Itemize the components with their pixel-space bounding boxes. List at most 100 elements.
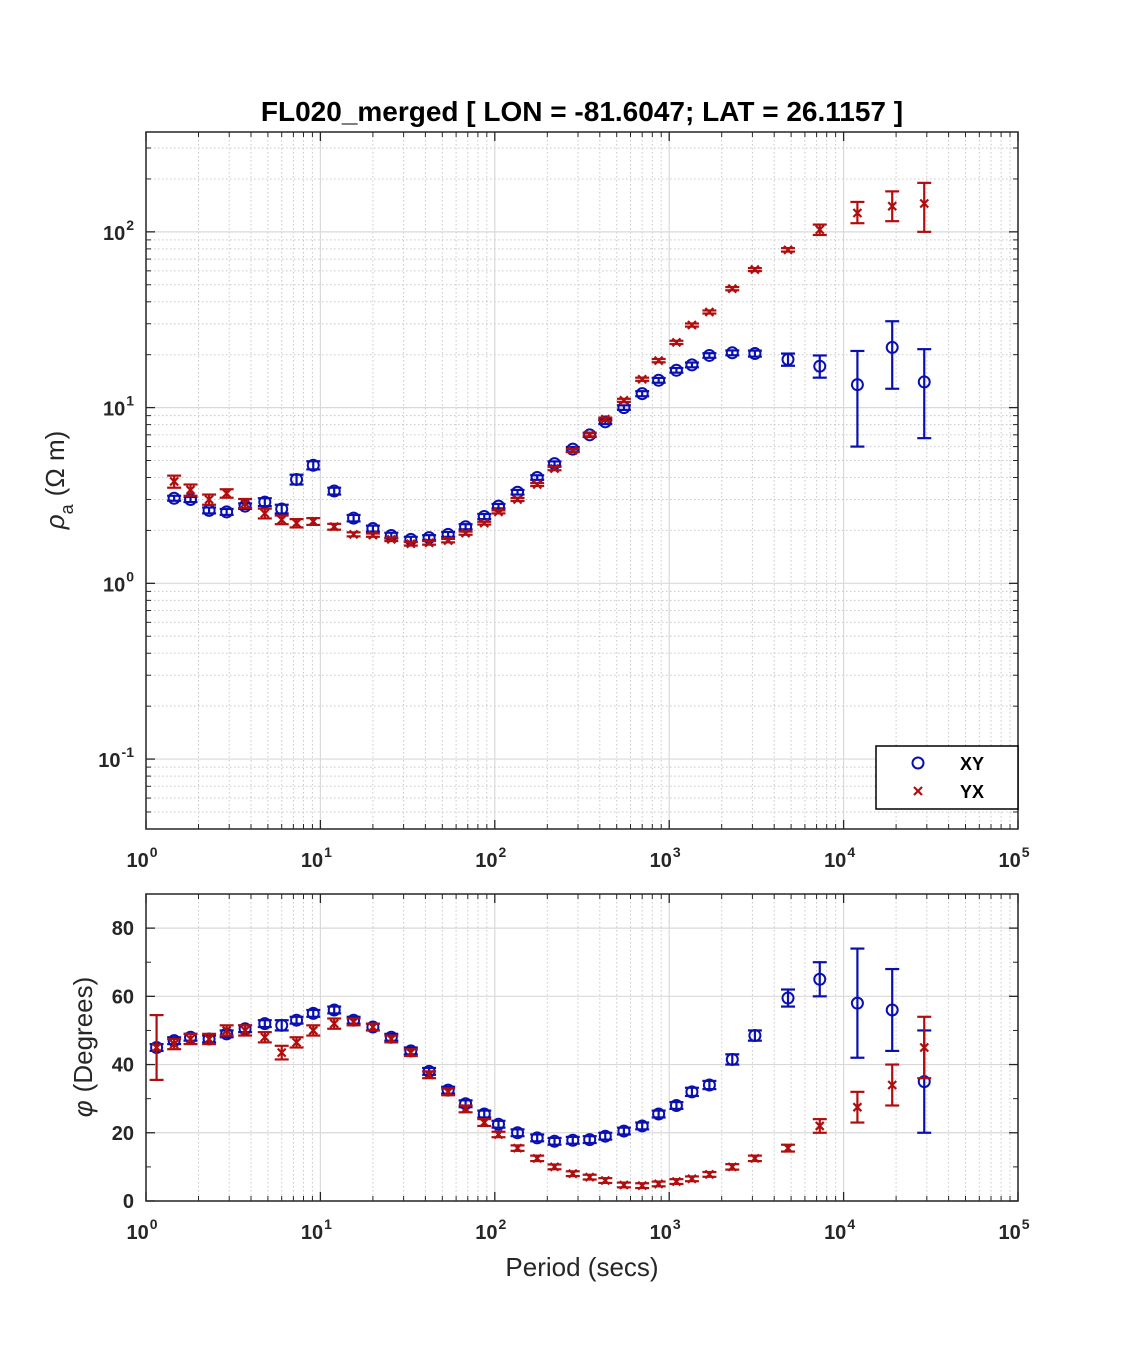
x-tick-label: 100 <box>126 1216 157 1244</box>
tick-base: 10 <box>998 1222 1020 1244</box>
yx-data-point <box>477 518 492 528</box>
x-marker <box>185 1034 196 1044</box>
x-marker <box>221 1025 232 1036</box>
circle-marker <box>306 1006 320 1020</box>
y-tick-label: 20 <box>112 1123 134 1145</box>
xy-data-point <box>781 988 796 1008</box>
x-marker <box>919 198 930 209</box>
xy-data-point <box>669 1098 684 1112</box>
xy-data-point <box>274 1018 289 1032</box>
x-marker <box>814 1121 825 1131</box>
tick-base: 10 <box>824 1222 846 1244</box>
y-tick-label: 100 <box>103 568 134 596</box>
x-marker <box>919 1042 930 1053</box>
circle-marker <box>511 1126 525 1140</box>
yx-data-point <box>238 1024 253 1037</box>
legend: XY YX <box>875 745 1019 810</box>
yx-data-point <box>441 535 456 546</box>
x-marker <box>637 374 647 385</box>
circle-marker <box>702 1078 716 1092</box>
yx-data-point <box>547 1162 562 1172</box>
x-marker <box>443 1087 453 1097</box>
yx-data-point <box>441 1087 456 1097</box>
circle-marker <box>669 363 683 377</box>
period-axis-label: Period (secs) <box>505 1252 658 1282</box>
x-marker <box>584 430 595 440</box>
xy-data-point <box>725 346 740 360</box>
circle-marker <box>306 458 320 472</box>
tick-exponent: 0 <box>150 1216 158 1232</box>
xy-data-point <box>306 1006 321 1020</box>
x-marker <box>814 224 825 235</box>
yx-data-point <box>725 1162 740 1172</box>
xy-data-point <box>781 352 796 367</box>
x-tick-label: 104 <box>824 1216 855 1244</box>
xy-data-point <box>458 520 473 534</box>
xy-data-point <box>167 491 182 505</box>
yx-data-point <box>365 1022 380 1032</box>
x-marker <box>687 320 697 330</box>
x-tick-label: 101 <box>301 844 332 872</box>
circle-marker <box>530 1131 544 1145</box>
tick-exponent: 4 <box>847 1216 855 1232</box>
circle-marker <box>598 415 612 429</box>
x-marker <box>276 1047 287 1058</box>
circle-marker <box>617 1124 631 1138</box>
x-marker <box>204 494 214 505</box>
xy-data-point <box>850 349 865 448</box>
x-marker <box>532 1153 542 1164</box>
x-marker <box>704 1169 715 1180</box>
y-tick-label: 80 <box>112 918 134 940</box>
yx-data-point <box>422 1070 437 1080</box>
yx-data-point <box>458 528 473 538</box>
circle-marker <box>258 1017 272 1031</box>
x-marker <box>783 1143 793 1153</box>
y-tick-label: 0 <box>123 1191 134 1213</box>
circle-marker <box>220 505 234 519</box>
x-marker <box>329 1018 339 1029</box>
x-marker <box>512 494 523 505</box>
x-marker <box>584 1172 595 1182</box>
x-marker <box>368 530 378 540</box>
x-marker <box>386 1034 397 1044</box>
yx-data-point <box>219 1024 234 1037</box>
tick-exponent: 5 <box>1022 844 1030 860</box>
x-marker <box>479 518 490 528</box>
circle-marker <box>702 348 716 362</box>
yx-data-point <box>477 1117 492 1128</box>
yx-data-point <box>257 1031 272 1044</box>
x-marker <box>308 1025 319 1036</box>
x-marker <box>549 1162 560 1172</box>
yx-data-point <box>167 474 182 489</box>
x-marker <box>671 1176 682 1187</box>
yx-data-point <box>202 1032 217 1046</box>
circle-marker <box>167 491 181 505</box>
yx-data-point <box>183 1032 198 1046</box>
x-marker <box>512 1143 523 1153</box>
xy-data-point <box>885 967 900 1053</box>
plot-area <box>146 894 1018 1201</box>
circle-marker <box>347 511 361 525</box>
x-tick-label: 103 <box>650 1216 681 1244</box>
x-marker <box>348 1017 359 1027</box>
tick-exponent: 3 <box>673 1216 681 1232</box>
yx-data-point <box>167 1037 182 1051</box>
yx-data-point <box>616 395 631 406</box>
x-marker <box>704 307 715 317</box>
yx-data-point <box>598 414 613 424</box>
tick-exponent: 1 <box>126 393 134 409</box>
x-marker <box>368 1022 378 1032</box>
circle-marker <box>781 352 795 366</box>
x-marker <box>750 264 760 275</box>
phi-unit: (Degrees) <box>68 977 98 1093</box>
xy-data-point <box>747 347 762 361</box>
x-marker <box>221 488 232 499</box>
yx-data-point <box>885 1063 900 1107</box>
yx-data-point <box>149 1013 164 1082</box>
yx-data-point <box>306 1024 321 1037</box>
circle-marker <box>635 1119 649 1133</box>
x-marker <box>276 514 287 525</box>
